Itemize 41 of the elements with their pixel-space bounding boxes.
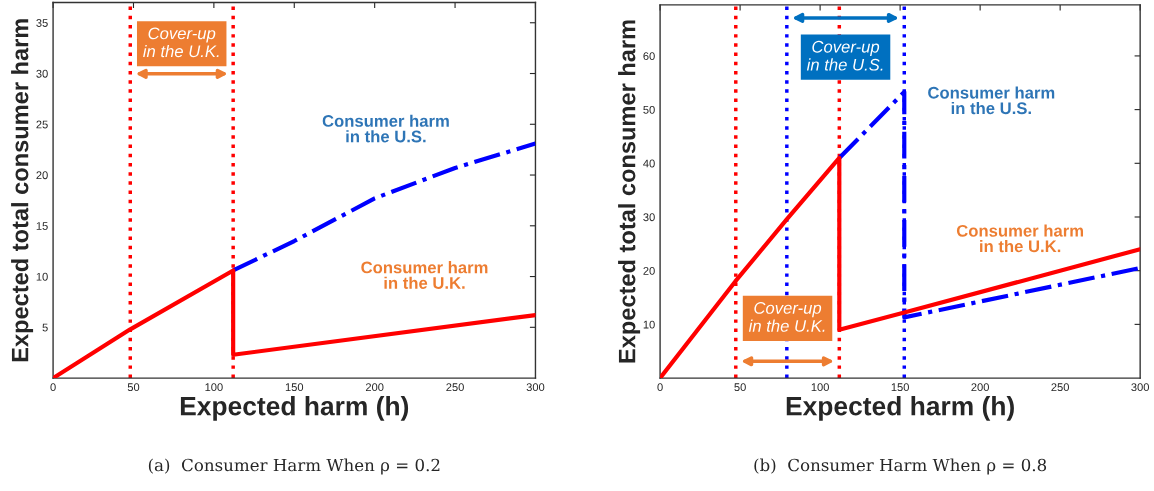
y-tick-label: 10 bbox=[643, 320, 655, 329]
y-tick-label: 5 bbox=[42, 323, 48, 332]
y-tick-label: 50 bbox=[643, 105, 655, 114]
x-tick-label: 100 bbox=[811, 383, 829, 392]
x-tick-label: 200 bbox=[365, 383, 384, 392]
y-tick-label: 30 bbox=[643, 213, 655, 222]
y-axis-title: Expected total consumer harm bbox=[618, 20, 641, 363]
x-tick-label: 150 bbox=[285, 383, 304, 392]
y-tick-label: 60 bbox=[643, 52, 655, 61]
x-tick-label: 250 bbox=[446, 383, 464, 392]
x-tick-label: 100 bbox=[205, 383, 223, 392]
y-tick-label: 40 bbox=[643, 159, 655, 168]
x-tick-label: 250 bbox=[1051, 383, 1069, 392]
annotation: Cover-up in the U.K. bbox=[143, 27, 219, 58]
y-tick-label: 15 bbox=[36, 222, 48, 230]
annotation: Cover-up in the U.K. bbox=[748, 302, 825, 332]
x-tick-label: 300 bbox=[526, 383, 545, 392]
x-tick-label: 0 bbox=[657, 383, 663, 392]
x-tick-label: 0 bbox=[50, 383, 56, 392]
x-tick-label: 300 bbox=[1131, 383, 1149, 392]
y-tick-label: 30 bbox=[36, 69, 48, 78]
x-tick-label: 50 bbox=[127, 383, 140, 392]
y-tick-label: 25 bbox=[36, 120, 48, 129]
x-tick-label: 50 bbox=[734, 383, 746, 392]
x-axis-title: Expected harm (h) bbox=[786, 396, 1014, 421]
y-tick-label: 10 bbox=[36, 272, 48, 281]
x-axis-title: Expected harm (h) bbox=[180, 396, 409, 421]
series-label: Consumer harm in the U.K. bbox=[956, 224, 1084, 253]
y-tick-label: 20 bbox=[36, 171, 48, 180]
series-label: Consumer harm in the U.S. bbox=[928, 86, 1055, 115]
x-tick-label: 200 bbox=[971, 383, 989, 392]
line-series bbox=[231, 141, 536, 273]
x-tick-label: 150 bbox=[891, 383, 909, 392]
series-label: Consumer harm in the U.S. bbox=[322, 114, 449, 143]
text: (b) Consumer Harm When ρ = 0.8 bbox=[754, 458, 1047, 475]
y-axis-title: Expected total consumer harm bbox=[11, 19, 34, 362]
series-label: Consumer harm in the U.K. bbox=[361, 261, 488, 289]
annotation: Cover-up in the U.S. bbox=[806, 40, 883, 71]
y-tick-label: 35 bbox=[36, 19, 48, 27]
text: (a) Consumer Harm When ρ = 0.2 bbox=[148, 458, 440, 475]
y-tick-label: 20 bbox=[643, 266, 655, 275]
